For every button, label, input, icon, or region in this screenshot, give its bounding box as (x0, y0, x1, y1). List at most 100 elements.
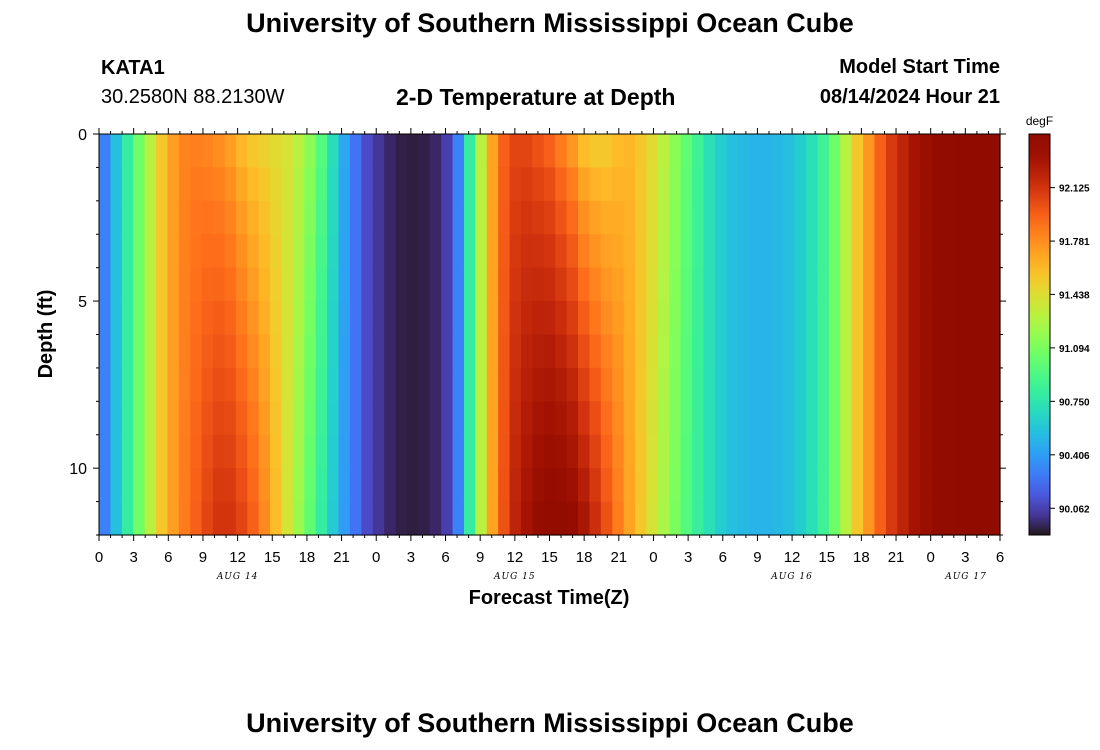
heatmap-cell (692, 234, 705, 269)
heatmap-cell (749, 401, 762, 436)
heatmap-cell (338, 468, 351, 503)
heatmap-cell (110, 200, 123, 235)
heatmap-cell (828, 334, 841, 369)
heatmap-cell (235, 200, 248, 235)
heatmap-cell (532, 334, 545, 369)
heatmap-cell (692, 501, 705, 536)
heatmap-cell (931, 401, 944, 436)
heatmap-cell (806, 501, 819, 536)
heatmap-cell (760, 301, 773, 336)
heatmap-cell (327, 200, 340, 235)
heatmap-cell (372, 468, 385, 503)
heatmap-cell (942, 401, 955, 436)
heatmap-cell (395, 468, 408, 503)
heatmap-cell (920, 468, 933, 503)
heatmap-cell (783, 434, 796, 469)
heatmap-cell (874, 301, 887, 336)
heatmap-cell (452, 301, 465, 336)
heatmap-cell (840, 401, 853, 436)
heatmap-cell (749, 468, 762, 503)
heatmap-cell (441, 434, 454, 469)
heatmap-cell (509, 367, 522, 402)
heatmap-cell (429, 367, 442, 402)
heatmap-cell (372, 401, 385, 436)
heatmap-cell (828, 468, 841, 503)
heatmap-cell (635, 267, 648, 302)
heatmap-cell (817, 334, 830, 369)
heatmap-cell (247, 167, 260, 202)
heatmap-cell (794, 401, 807, 436)
x-tick-label: 12 (229, 549, 246, 566)
heatmap-cell (669, 134, 682, 169)
heatmap-cell (235, 267, 248, 302)
heatmap-cell (646, 468, 659, 503)
x-axis: 0 3 6 9 12 15 18 21 0 3 6 9 12 15 18 21 0 3 6 9 12 15 18 21 0 3 6A… (95, 128, 1004, 582)
x-tick-label: 6 (996, 549, 1004, 566)
heatmap-cell (578, 334, 591, 369)
heatmap-cell (828, 301, 841, 336)
heatmap-cell (292, 501, 305, 536)
heatmap-cell (509, 434, 522, 469)
heatmap-cell (475, 267, 488, 302)
heatmap-cell (486, 267, 499, 302)
heatmap-cell (908, 334, 921, 369)
heatmap-cell (623, 167, 636, 202)
heatmap-cell (224, 267, 237, 302)
heatmap-cell (247, 468, 260, 503)
heatmap-cell (737, 267, 750, 302)
heatmap-cell (384, 367, 397, 402)
heatmap-cell (258, 401, 271, 436)
heatmap-cell (908, 401, 921, 436)
heatmap-cell (304, 401, 317, 436)
heatmap-cell (578, 301, 591, 336)
heatmap-cell (931, 234, 944, 269)
heatmap-cell (840, 301, 853, 336)
heatmap-cell (520, 468, 533, 503)
heatmap-cell (372, 334, 385, 369)
heatmap-cell (338, 501, 351, 536)
heatmap-cell (201, 167, 214, 202)
heatmap-cell (771, 434, 784, 469)
heatmap-cell (247, 334, 260, 369)
heatmap-cell (315, 234, 328, 269)
heatmap-cell (463, 301, 476, 336)
heatmap-cell (589, 434, 602, 469)
heatmap-cell (224, 301, 237, 336)
heatmap-cell (589, 200, 602, 235)
y-axis: 0 5 10 (69, 127, 1006, 536)
heatmap-cell (327, 267, 340, 302)
heatmap-cell (578, 501, 591, 536)
heatmap-cell (578, 401, 591, 436)
heatmap-cell (406, 367, 419, 402)
heatmap-cell (828, 134, 841, 169)
heatmap-cell (384, 501, 397, 536)
heatmap-cell (281, 234, 294, 269)
heatmap-cell (646, 401, 659, 436)
heatmap-cell (99, 334, 112, 369)
heatmap-cell (600, 501, 613, 536)
heatmap-cell (475, 468, 488, 503)
heatmap-cell (520, 134, 533, 169)
heatmap-cell (361, 301, 374, 336)
heatmap-cell (646, 301, 659, 336)
heatmap-cell (794, 134, 807, 169)
heatmap-cell (99, 267, 112, 302)
heatmap-cell (201, 434, 214, 469)
heatmap-cell (897, 401, 910, 436)
heatmap-cell (657, 301, 670, 336)
heatmap-cell (178, 267, 191, 302)
heatmap-cell (292, 434, 305, 469)
heatmap-cell (315, 367, 328, 402)
heatmap-cell (874, 367, 887, 402)
heatmap-cell (600, 167, 613, 202)
heatmap-cell (749, 134, 762, 169)
heatmap-cell (327, 434, 340, 469)
station-id-label: KATA1 (101, 57, 165, 79)
heatmap-cell (178, 134, 191, 169)
footer-title: University of Southern Mississippi Ocean… (246, 708, 854, 738)
heatmap-cell (783, 301, 796, 336)
heatmap-cell (349, 367, 362, 402)
heatmap-cell (669, 301, 682, 336)
heatmap-cell (566, 234, 579, 269)
heatmap-cell (338, 434, 351, 469)
